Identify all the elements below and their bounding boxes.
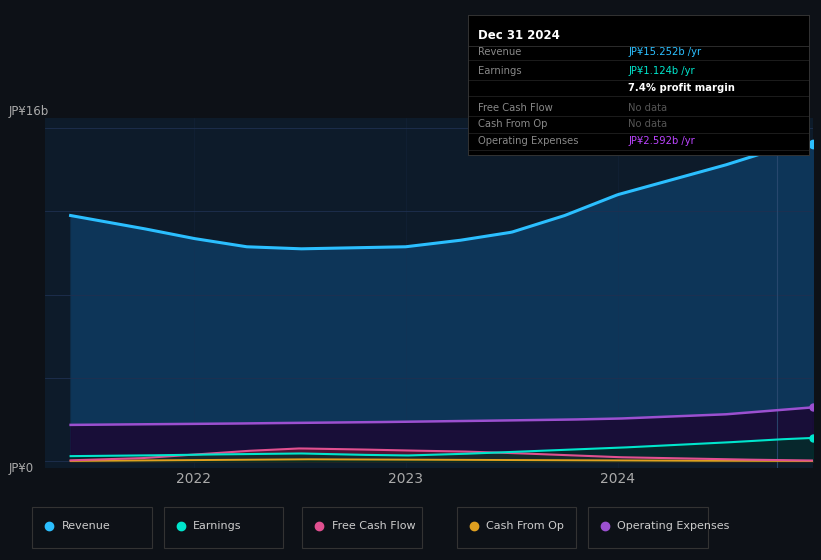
Text: Operating Expenses: Operating Expenses — [478, 136, 579, 146]
Text: 7.4% profit margin: 7.4% profit margin — [628, 83, 735, 93]
Text: Revenue: Revenue — [62, 521, 110, 531]
Text: Earnings: Earnings — [193, 521, 241, 531]
Text: Revenue: Revenue — [478, 46, 521, 57]
Text: Cash From Op: Cash From Op — [478, 119, 548, 129]
Text: No data: No data — [628, 102, 667, 113]
Text: Cash From Op: Cash From Op — [486, 521, 564, 531]
Text: JP¥1.124b /yr: JP¥1.124b /yr — [628, 66, 695, 76]
Text: JP¥0: JP¥0 — [8, 462, 34, 475]
Text: Earnings: Earnings — [478, 66, 522, 76]
Text: Operating Expenses: Operating Expenses — [617, 521, 730, 531]
Text: No data: No data — [628, 119, 667, 129]
Text: JP¥16b: JP¥16b — [8, 105, 48, 118]
Text: Free Cash Flow: Free Cash Flow — [478, 102, 553, 113]
Text: JP¥15.252b /yr: JP¥15.252b /yr — [628, 46, 701, 57]
Text: JP¥2.592b /yr: JP¥2.592b /yr — [628, 136, 695, 146]
Text: Free Cash Flow: Free Cash Flow — [332, 521, 415, 531]
Text: Dec 31 2024: Dec 31 2024 — [478, 29, 560, 42]
